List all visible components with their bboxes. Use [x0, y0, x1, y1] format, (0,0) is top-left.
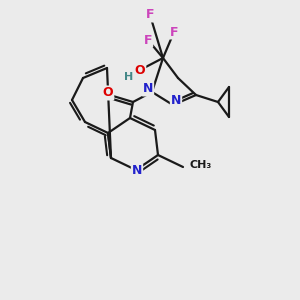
- Text: O: O: [103, 86, 113, 100]
- Text: O: O: [135, 64, 145, 76]
- Text: F: F: [146, 8, 154, 22]
- Text: F: F: [170, 26, 178, 38]
- Text: N: N: [132, 164, 142, 178]
- Text: H: H: [124, 72, 134, 82]
- Text: N: N: [171, 94, 181, 107]
- Text: N: N: [143, 82, 153, 95]
- Text: CH₃: CH₃: [190, 160, 212, 170]
- Text: F: F: [144, 34, 152, 46]
